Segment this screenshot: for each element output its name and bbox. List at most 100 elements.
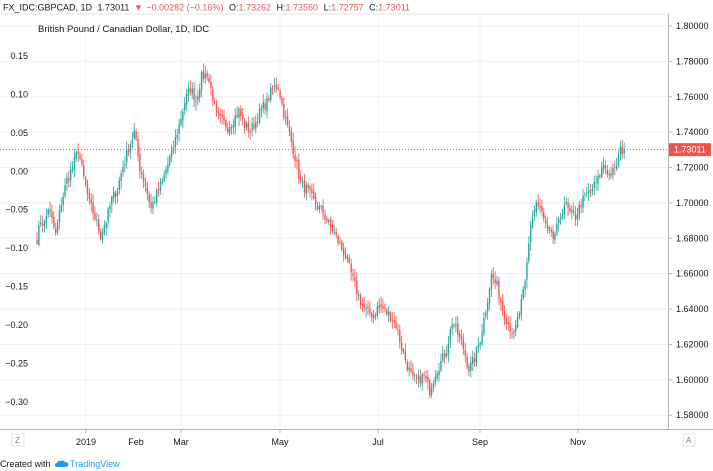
candle-body	[299, 178, 302, 182]
left-tick-label: 0.10	[10, 89, 28, 99]
candle-body	[223, 115, 225, 121]
left-tick-label: −0.30	[5, 397, 28, 407]
candle-body	[470, 362, 472, 371]
candle-body	[468, 365, 470, 373]
candle-body	[606, 170, 609, 175]
candle-body	[225, 120, 227, 128]
candle-body	[120, 173, 122, 182]
price-tick-label: 1.78000	[676, 56, 709, 66]
price-axis[interactable]: 1.80000 1.78000 1.76000 1.74000 1.72000 1.700…	[668, 21, 709, 420]
candle-body	[429, 380, 431, 396]
candle-body	[105, 222, 107, 228]
open-label: O:	[229, 3, 239, 13]
candle-body	[421, 374, 423, 384]
candle-body	[604, 165, 607, 169]
candle-body	[47, 210, 49, 215]
candle-body	[406, 362, 408, 371]
candle-body	[187, 88, 190, 96]
candle-body	[617, 154, 620, 165]
candle-body	[610, 173, 612, 177]
candle-body	[36, 240, 38, 244]
log-scale-toggle-box[interactable]	[11, 433, 25, 447]
price-tick-label: 1.76000	[676, 92, 709, 102]
candle-body	[141, 172, 143, 175]
candle-body	[275, 84, 278, 90]
left-tick-label: −0.25	[5, 358, 28, 368]
candle-body	[359, 295, 362, 305]
candle-body	[213, 100, 216, 103]
candle-body	[62, 196, 64, 205]
candle-body	[155, 189, 158, 203]
candle-body	[58, 210, 61, 223]
candle-body	[133, 130, 135, 139]
candle-body	[329, 219, 332, 227]
candle-body	[546, 224, 549, 229]
auto-scale-toggle-box[interactable]	[682, 433, 696, 447]
candle-body	[457, 323, 459, 335]
price-tick-label: 1.66000	[676, 269, 709, 279]
candle-body	[430, 388, 433, 396]
candle-body	[191, 88, 193, 94]
auto-scale-toggle[interactable]: A	[686, 436, 692, 445]
candle-body	[563, 204, 566, 215]
left-tick-label: −0.10	[5, 243, 28, 253]
candle-body	[202, 71, 205, 80]
candle-body	[81, 159, 83, 165]
candle-body	[135, 131, 137, 140]
candle-body	[290, 131, 293, 142]
time-axis[interactable]: 2019 Feb Mar May Jul Sep Nov	[76, 429, 587, 447]
candle-body	[182, 111, 184, 121]
candle-body	[511, 333, 513, 335]
candle-body	[371, 313, 373, 318]
candle-body	[529, 225, 532, 243]
candle-body	[43, 221, 46, 227]
candle-body	[232, 125, 235, 128]
candle-body	[616, 165, 618, 169]
log-scale-toggle[interactable]: Z	[15, 436, 20, 445]
candle-body	[331, 225, 334, 232]
candle-body	[234, 115, 236, 127]
candle-body	[292, 140, 294, 155]
candle-body	[531, 218, 534, 227]
candle-body	[144, 181, 147, 187]
candle-body	[307, 184, 309, 188]
candle-body	[483, 317, 485, 334]
candle-body	[294, 154, 296, 162]
candle-body	[460, 335, 463, 341]
candle-body	[357, 294, 360, 296]
candle-body	[242, 114, 244, 119]
last-price-label: 1.73011	[674, 145, 706, 155]
open-value: 1.73262	[238, 3, 271, 13]
candle-body	[404, 351, 407, 361]
footer-brand-link[interactable]: TradingView	[70, 459, 120, 469]
candle-body	[619, 145, 622, 155]
high-value: 1.73560	[286, 3, 319, 13]
candle-body	[84, 177, 87, 185]
candle-body	[427, 376, 429, 382]
candle-body	[584, 193, 586, 195]
candle-body	[473, 358, 476, 363]
candle-body	[339, 242, 341, 244]
candle-body	[170, 147, 173, 157]
candle-body	[582, 195, 584, 208]
candle-body	[127, 150, 130, 153]
candle-body	[449, 329, 451, 344]
candle-body	[488, 289, 491, 304]
candle-body	[602, 164, 605, 169]
candle-body	[337, 235, 339, 244]
candle-body	[442, 353, 444, 361]
candle-body	[455, 324, 457, 327]
candle-body	[193, 88, 195, 101]
candle-body	[301, 181, 304, 182]
candle-body	[587, 190, 590, 193]
candle-body	[500, 298, 502, 303]
left-tick-label: 0.15	[10, 51, 28, 61]
candle-body	[152, 202, 154, 209]
candle-body	[148, 194, 150, 203]
candle-body	[361, 303, 364, 306]
candle-body	[558, 219, 560, 223]
candle-body	[365, 307, 367, 310]
candle-body	[410, 367, 412, 372]
candle-body	[161, 180, 163, 184]
